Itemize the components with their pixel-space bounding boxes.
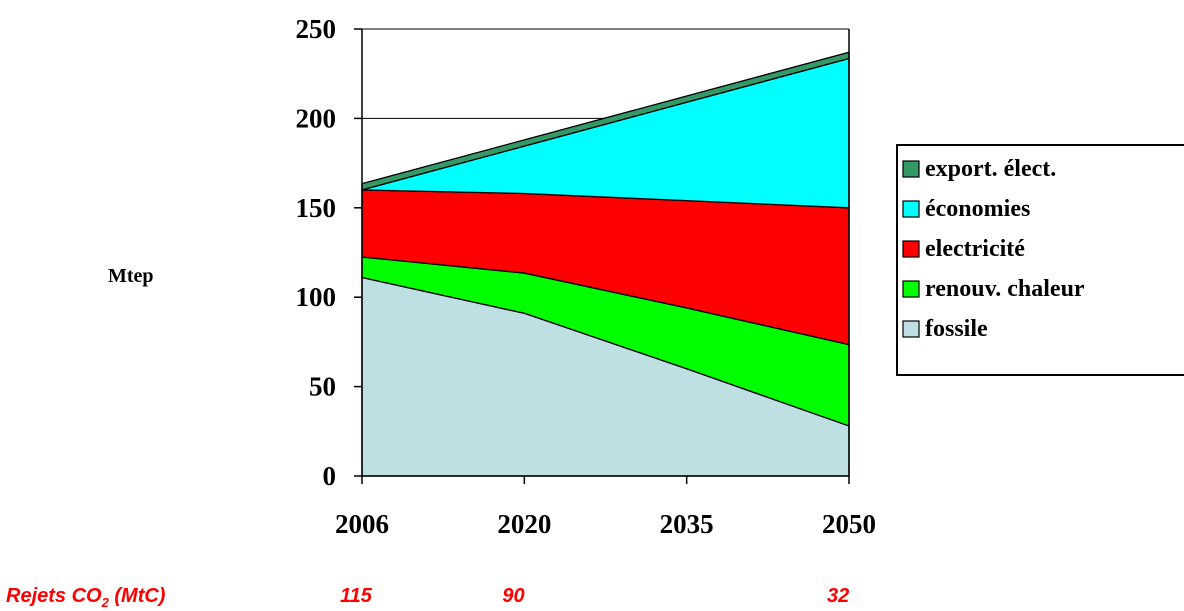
co2-label-main: Rejets CO (6, 585, 102, 607)
legend-frame (896, 144, 1184, 376)
legend-item: renouv. chaleur (902, 276, 1085, 302)
y-tick-label: 100 (296, 282, 337, 312)
legend-swatch (902, 200, 920, 218)
legend-label: fossile (925, 316, 988, 342)
y-tick-label: 250 (296, 14, 337, 44)
y-tick-label: 50 (309, 372, 336, 402)
x-tick-label: 2035 (660, 509, 714, 539)
co2-label-sub: 2 (101, 595, 110, 610)
co2-value: 90 (502, 585, 524, 607)
legend-swatch (902, 320, 920, 338)
axes (361, 29, 850, 477)
y-tick-labels: 0 50 100 150 200 250 (296, 14, 362, 491)
legend-swatch (902, 240, 920, 258)
legend-item: économies (902, 196, 1030, 222)
co2-label: Rejets CO2 (MtC) (6, 585, 166, 610)
legend-label: renouv. chaleur (925, 276, 1085, 302)
co2-value: 115 (340, 585, 373, 607)
co2-values: 115 90 32 (340, 585, 849, 607)
legend-item: export. élect. (902, 156, 1056, 182)
y-tick-label: 150 (296, 193, 337, 223)
stacked-areas (361, 51, 850, 477)
legend-items: export. élect. économies electricité renouv… (902, 156, 1085, 342)
x-tick-label: 2006 (335, 509, 389, 539)
x-tick-label: 2050 (822, 509, 876, 539)
co2-value: 32 (827, 585, 849, 607)
legend-item: electricité (902, 236, 1025, 262)
legend-item: fossile (902, 316, 988, 342)
legend-label: export. élect. (925, 156, 1056, 182)
area-economies (361, 57, 850, 209)
legend-label: electricité (925, 236, 1025, 262)
co2-label-unit: (MtC) (109, 585, 166, 607)
legend-swatch (902, 160, 920, 178)
x-tick-label: 2020 (497, 509, 551, 539)
y-tick-label: 200 (296, 103, 337, 133)
legend-swatch (902, 280, 920, 298)
y-axis-label: Mtep (108, 265, 154, 287)
y-tick-label: 0 (323, 461, 337, 491)
co2-emissions-row: Rejets CO2 (MtC) 115 90 32 (6, 585, 849, 610)
legend-label: économies (925, 196, 1030, 222)
legend: export. élect. économies electricité renouv… (896, 144, 1184, 376)
x-tick-labels: 2006 2020 2035 2050 (335, 476, 876, 539)
